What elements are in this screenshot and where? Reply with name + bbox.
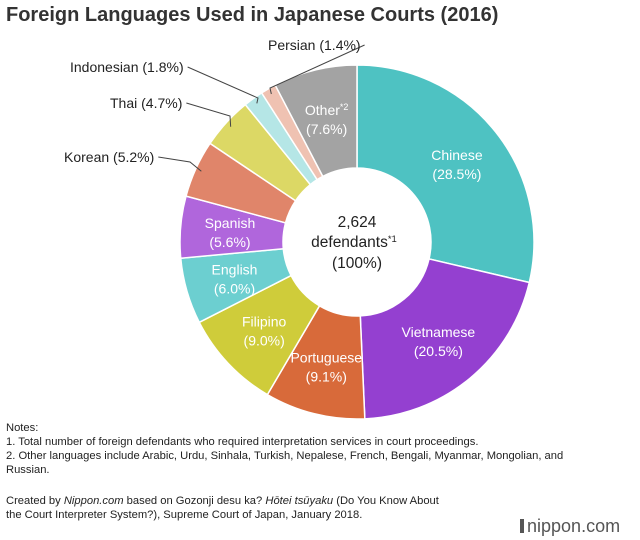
- credit-source-title: Hōtei tsūyaku: [265, 495, 334, 507]
- slice-label-percent: (5.6%): [209, 234, 250, 250]
- slice-label-chinese: Chinese (28.5%): [431, 147, 483, 182]
- slice-label-name: Other: [305, 102, 340, 118]
- leader-line-persian: [269, 44, 365, 95]
- notes-heading: Notes:: [6, 422, 39, 434]
- slice-label-percent: (9.0%): [244, 332, 285, 348]
- slice-label-spanish: Spanish (5.6%): [205, 215, 256, 250]
- leader-lines-group: [158, 44, 365, 172]
- slice-label-other: Other*2 (7.6%): [305, 102, 349, 137]
- slice-labels-group: Chinese (28.5%) Vietnamese (20.5%) Portugues…: [64, 37, 483, 385]
- slice-label-name: Vietnamese: [402, 324, 476, 340]
- credit-publisher: Nippon.com: [63, 495, 124, 507]
- leader-line-korean: [158, 156, 202, 172]
- slice-label-english: English (6.0%): [212, 261, 258, 296]
- center-count: 2,624: [338, 214, 377, 231]
- slice-label-portuguese: Portuguese (9.1%): [290, 350, 362, 385]
- leader-line-thai: [186, 102, 232, 127]
- leader-line-indonesian: [187, 66, 259, 104]
- slice-label-name: English: [212, 261, 258, 277]
- donut-chart: Chinese (28.5%) Vietnamese (20.5%) Portugues…: [64, 37, 535, 420]
- brand-tld: com: [586, 516, 621, 536]
- slice-label-name: Portuguese: [290, 350, 362, 366]
- slice-label-percent: (20.5%): [414, 343, 463, 359]
- note-1: 1. Total number of foreign defendants wh…: [6, 436, 479, 448]
- slice-label-name: Spanish: [205, 215, 256, 231]
- slice-label-vietnamese: Vietnamese (20.5%): [402, 324, 476, 359]
- logo-mark-icon: [520, 519, 524, 533]
- brand-name: nippon: [527, 516, 582, 536]
- brand-logo: nippon.com: [520, 516, 620, 537]
- center-unit-footnote: *1: [388, 234, 397, 245]
- chart-title: Foreign Languages Used in Japanese Court…: [6, 4, 499, 26]
- credit-prefix: Created by: [6, 495, 64, 507]
- donut-hole: [283, 168, 431, 316]
- slice-label-indonesian: Indonesian (1.8%): [70, 59, 184, 75]
- slices-group: [179, 64, 535, 420]
- center-total: (100%): [332, 255, 382, 272]
- slice-label-percent: (6.0%): [214, 280, 255, 296]
- notes-block: Notes: 1. Total number of foreign defend…: [6, 421, 606, 477]
- credit-middle: based on Gozonji desu ka?: [123, 495, 266, 507]
- slice-label-percent: (28.5%): [432, 166, 481, 182]
- source-credit: Created by Nippon.com based on Gozonji d…: [6, 494, 446, 522]
- slice-label-name: Chinese: [431, 147, 483, 163]
- slice-label-korean: Korean (5.2%): [64, 149, 154, 165]
- slice-label-name: Filipino: [242, 313, 287, 329]
- center-unit-text: defendants: [311, 234, 388, 251]
- slice-label-percent: (9.1%): [306, 369, 347, 385]
- center-unit: defendants*1: [311, 234, 397, 251]
- slice-label-footnote: *2: [340, 102, 349, 112]
- slice-label-percent: (7.6%): [306, 121, 347, 137]
- slice-label-persian: Persian (1.4%): [268, 37, 361, 53]
- brand-dot: .: [581, 516, 587, 536]
- slice-label-thai: Thai (4.7%): [110, 95, 182, 111]
- slice-label-filipino: Filipino (9.0%): [242, 313, 287, 348]
- note-2: 2. Other languages include Arabic, Urdu,…: [6, 450, 564, 476]
- credit-suffix: (Do You Know About the Court Interpreter…: [6, 495, 439, 521]
